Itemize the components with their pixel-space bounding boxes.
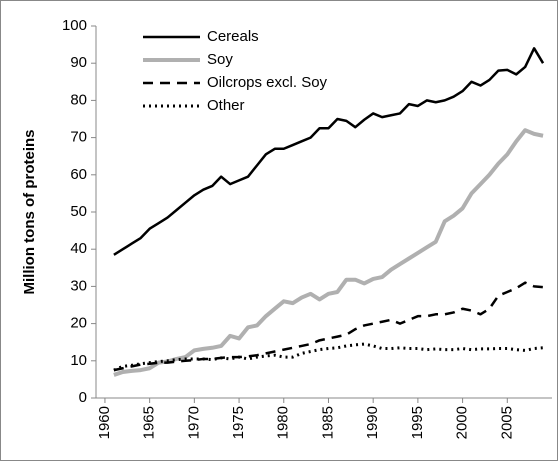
- legend-label: Soy: [207, 51, 233, 68]
- y-tick-label: 90: [70, 54, 87, 71]
- y-axis-label: Million tons of proteins: [21, 130, 38, 295]
- x-tick-label: 2000: [454, 406, 471, 439]
- series-line: [113, 342, 544, 372]
- y-tick-label: 40: [70, 240, 87, 257]
- y-tick-label: 10: [70, 352, 87, 369]
- y-tick-label: 100: [62, 17, 87, 34]
- y-tick-label: 30: [70, 277, 87, 294]
- x-tick-label: 1975: [230, 406, 247, 439]
- legend-label: Cereals: [207, 28, 259, 45]
- y-tick-label: 50: [70, 203, 87, 220]
- x-tick-label: 1970: [185, 406, 202, 439]
- x-tick-label: 1995: [409, 406, 426, 439]
- x-tick-label: 1960: [96, 406, 113, 439]
- series-line: [113, 47, 545, 256]
- series-line: [113, 128, 544, 377]
- x-tick-label: 1965: [141, 406, 158, 439]
- x-tick-label: 1980: [275, 406, 292, 439]
- series-line: [113, 281, 544, 372]
- y-tick-label: 20: [70, 315, 87, 332]
- x-tick-label: 2005: [498, 406, 515, 439]
- y-tick-label: 70: [70, 129, 87, 146]
- y-tick-label: 60: [70, 166, 87, 183]
- x-tick-label: 1985: [319, 406, 336, 439]
- y-tick-label: 0: [79, 389, 87, 406]
- legend-label: Other: [207, 97, 245, 114]
- y-tick-label: 80: [70, 91, 87, 108]
- legend-label: Oilcrops excl. Soy: [207, 74, 328, 91]
- x-tick-label: 1990: [364, 406, 381, 439]
